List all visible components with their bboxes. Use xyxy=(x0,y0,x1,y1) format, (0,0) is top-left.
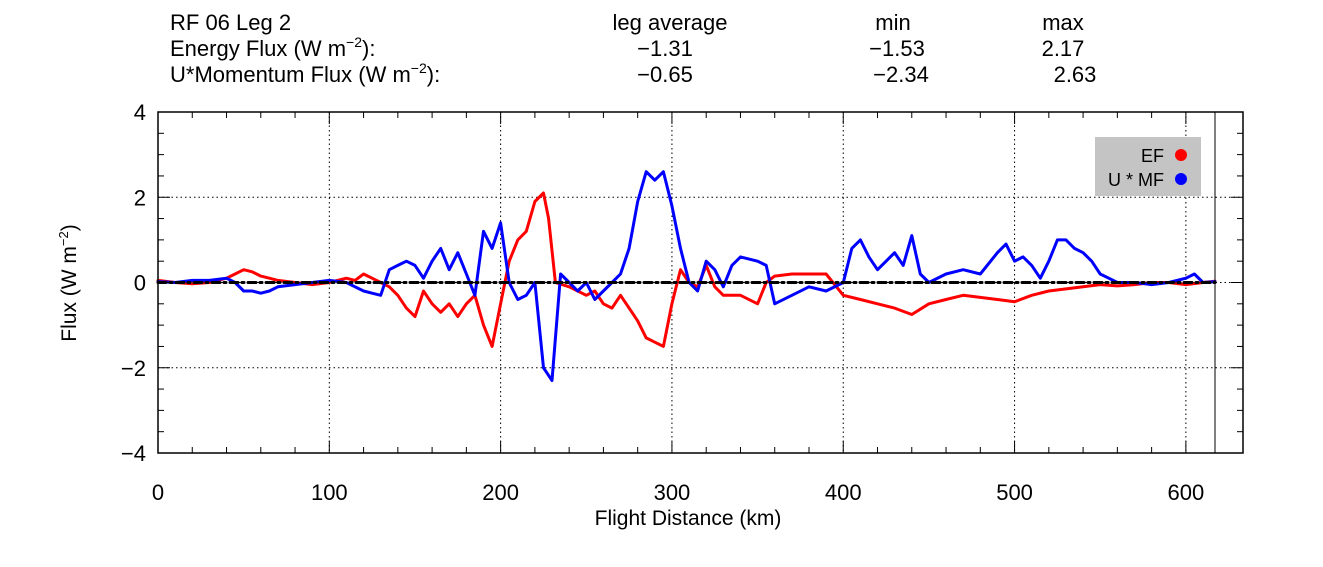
legend-marker-mf xyxy=(1175,173,1187,185)
axis-ticks xyxy=(157,111,1243,454)
legend: EF U * MF xyxy=(1095,137,1201,196)
x-tick-label: 600 xyxy=(1168,480,1205,505)
series-line-ef xyxy=(156,191,1217,348)
stats-header: RF 06 Leg 2 leg average min max Energy F… xyxy=(170,10,1096,87)
legend-label-mf: U * MF xyxy=(1108,170,1164,190)
chart-title: RF 06 Leg 2 xyxy=(170,10,291,35)
data-series xyxy=(156,170,1217,382)
column-header-average: leg average xyxy=(613,10,728,35)
x-axis-label: Flight Distance (km) xyxy=(595,507,782,530)
y-axis-label: Flux (W m−2) xyxy=(56,224,81,341)
legend-marker-ef xyxy=(1175,149,1187,161)
row-label-energy-flux: Energy Flux (W m−2): xyxy=(170,34,375,61)
x-tick-label: 200 xyxy=(482,480,519,505)
x-tick-label: 300 xyxy=(654,480,691,505)
legend-box xyxy=(1095,137,1201,196)
y-tick-label: 0 xyxy=(134,271,146,296)
y-tick-label: −4 xyxy=(121,441,146,466)
energy-flux-min: −1.53 xyxy=(869,36,925,61)
column-header-max: max xyxy=(1042,10,1084,35)
tick-labels: 0 100 200 300 400 500 600 −4 −2 0 2 4 xyxy=(121,100,1204,505)
x-tick-label: 500 xyxy=(996,480,1033,505)
series-line-mf xyxy=(156,170,1217,382)
y-tick-label: −2 xyxy=(121,356,146,381)
row-label-momentum-flux: U*Momentum Flux (W m−2): xyxy=(170,60,440,87)
energy-flux-average: −1.31 xyxy=(637,36,693,61)
x-tick-label: 400 xyxy=(825,480,862,505)
x-tick-label: 100 xyxy=(311,480,348,505)
y-tick-label: 4 xyxy=(134,100,146,125)
legend-label-ef: EF xyxy=(1141,146,1164,166)
column-header-min: min xyxy=(875,10,910,35)
momentum-flux-average: −0.65 xyxy=(637,62,693,87)
y-tick-label: 2 xyxy=(134,185,146,210)
momentum-flux-max: 2.63 xyxy=(1054,62,1097,87)
x-tick-label: 0 xyxy=(152,480,164,505)
momentum-flux-min: −2.34 xyxy=(873,62,929,87)
energy-flux-max: 2.17 xyxy=(1042,36,1085,61)
